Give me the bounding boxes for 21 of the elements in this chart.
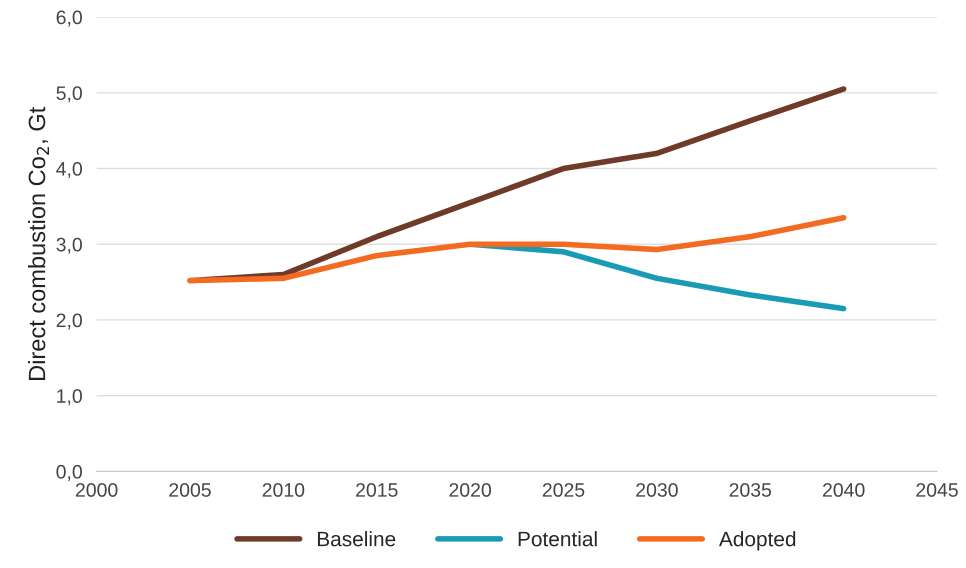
x-tick-label: 2040	[822, 483, 865, 497]
y-axis-title: Direct combustion Co$_{2}$, Gt	[28, 106, 49, 380]
x-tick-label: 2035	[730, 483, 772, 497]
legend-label: Baseline	[318, 531, 396, 546]
y-tick-label: 5,0	[56, 86, 82, 102]
x-tick-label: 2015	[356, 483, 398, 497]
y-tick-label: 0,0	[56, 464, 82, 481]
x-tick-label: 2030	[636, 483, 678, 497]
y-tick-label: 3,0	[56, 238, 82, 254]
y-tick-label: 1,0	[57, 389, 82, 406]
x-tick-label: 2005	[169, 483, 211, 497]
x-tick-label: 2045	[916, 483, 958, 497]
y-tick-label: 2,0	[56, 313, 82, 330]
x-tick-label: 2000	[76, 483, 118, 497]
y-tick-label: 6,0	[56, 10, 82, 27]
y-tick-label: 4,0	[56, 162, 82, 178]
x-tick-label: 2010	[262, 483, 304, 497]
legend-label: Potential	[518, 531, 597, 546]
legend-label: Adopted	[718, 531, 796, 551]
x-tick-label: 2020	[449, 483, 491, 497]
x-tick-label: 2025	[542, 483, 584, 497]
